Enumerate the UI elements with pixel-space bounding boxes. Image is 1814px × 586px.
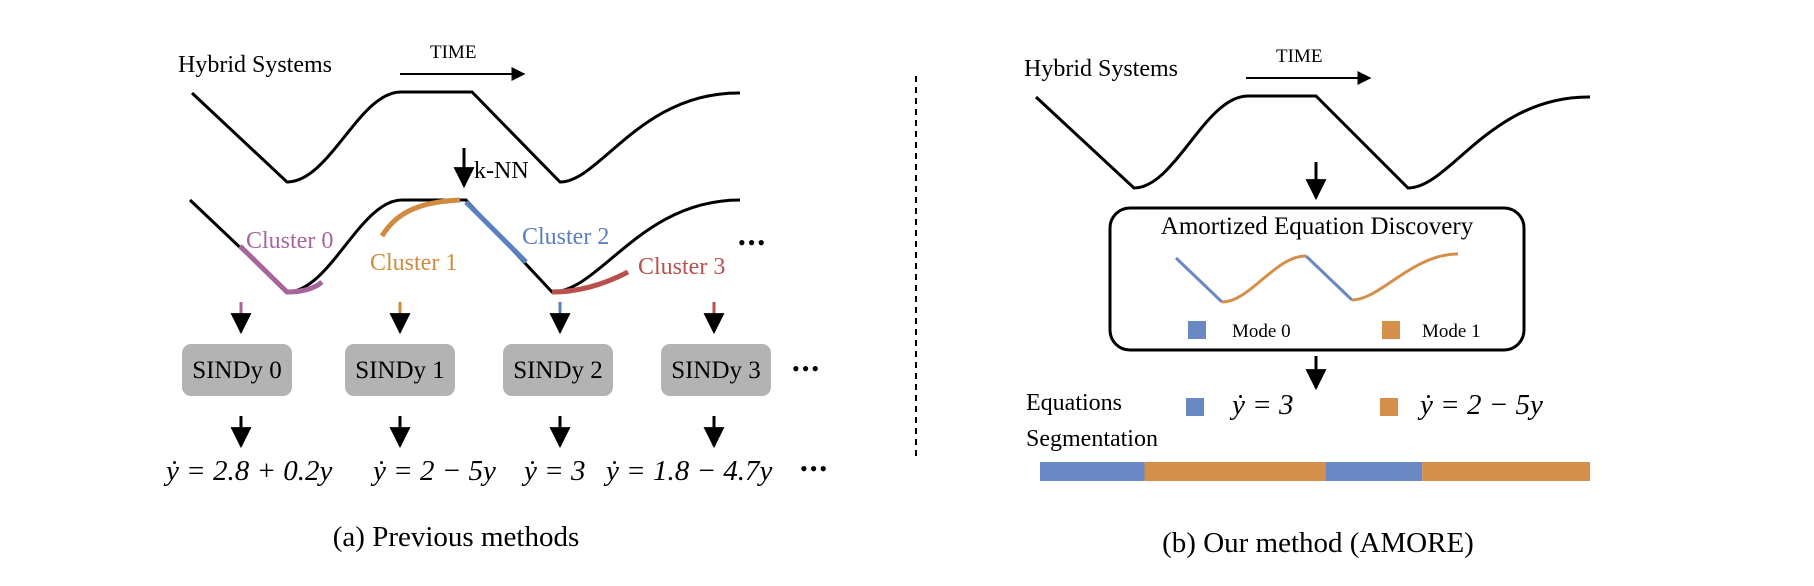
left-title: Hybrid Systems — [178, 52, 332, 78]
cluster-1-label: Cluster 1 — [370, 250, 457, 276]
right-title: Hybrid Systems — [1024, 56, 1178, 82]
equation-1-swatch — [1380, 398, 1398, 416]
segmentation-block-1 — [1144, 462, 1326, 481]
mode-0-segment-a — [1174, 256, 1224, 304]
right-time-label: TIME — [1276, 46, 1322, 67]
sindy-0-box: SINDy 0 — [182, 344, 292, 396]
sindy-3-box: SINDy 3 — [661, 344, 771, 396]
left-equation-2: ẏ = 3 — [521, 455, 585, 487]
segmentation-label: Segmentation — [1026, 426, 1158, 452]
cluster-2-label: Cluster 2 — [522, 224, 609, 250]
mode-1-segment-b — [1351, 252, 1459, 302]
left-equation-0: ẏ = 2.8 + 0.2y — [163, 455, 333, 487]
amortized-discovery-title: Amortized Equation Discovery — [1161, 213, 1474, 240]
left-caption: (a) Previous methods — [333, 521, 579, 553]
amortized-discovery-box — [1108, 206, 1526, 352]
mode-0-segment-b — [1304, 254, 1354, 302]
sindy-1-label: SINDy 1 — [355, 357, 445, 384]
knn-label: k-NN — [474, 158, 529, 184]
mode-1-label: Mode 1 — [1422, 321, 1481, 342]
right-equation-0: ẏ = 3 — [1229, 389, 1293, 421]
equations-ellipsis: ••• — [800, 456, 829, 481]
left-time-label: TIME — [430, 42, 476, 63]
segmentation-block-2 — [1326, 462, 1423, 481]
cluster-2-segment — [464, 200, 528, 264]
segmentation-block-3 — [1422, 462, 1590, 481]
mode-1-swatch — [1382, 321, 1400, 339]
cluster-0-label: Cluster 0 — [246, 228, 333, 254]
cluster-3-segment — [551, 269, 630, 295]
left-equation-1: ẏ = 2 − 5y — [370, 455, 496, 487]
right-signal-curve — [1034, 94, 1591, 190]
sindy-0-label: SINDy 0 — [192, 357, 282, 384]
equations-label: Equations — [1026, 390, 1122, 416]
left-equation-3: ẏ = 1.8 − 4.7y — [603, 455, 773, 487]
clusters-ellipsis: ••• — [738, 230, 767, 255]
right-caption: (b) Our method (AMORE) — [1162, 527, 1474, 559]
sindy-2-label: SINDy 2 — [513, 357, 603, 384]
mode-0-swatch — [1188, 321, 1206, 339]
right-equation-1: ẏ = 2 − 5y — [1417, 389, 1543, 421]
left-signal-curve — [190, 90, 741, 184]
models-ellipsis: ••• — [792, 356, 821, 381]
cluster-1-segment — [379, 197, 461, 238]
mode-0-label: Mode 0 — [1232, 321, 1291, 342]
segmentation-bar — [1040, 462, 1590, 481]
sindy-2-box: SINDy 2 — [503, 344, 613, 396]
sindy-1-box: SINDy 1 — [345, 344, 455, 396]
sindy-3-label: SINDy 3 — [671, 357, 761, 384]
cluster-0-segment — [238, 244, 324, 295]
segmentation-block-0 — [1040, 462, 1145, 481]
cluster-3-label: Cluster 3 — [638, 254, 725, 280]
right-panel: Hybrid Systems TIME Amortized Equation D… — [1024, 46, 1591, 559]
mode-1-segment-a — [1221, 254, 1307, 304]
equation-0-swatch — [1186, 398, 1204, 416]
left-panel: Hybrid Systems TIME k-NN Cluster 0 Clust… — [163, 42, 829, 553]
